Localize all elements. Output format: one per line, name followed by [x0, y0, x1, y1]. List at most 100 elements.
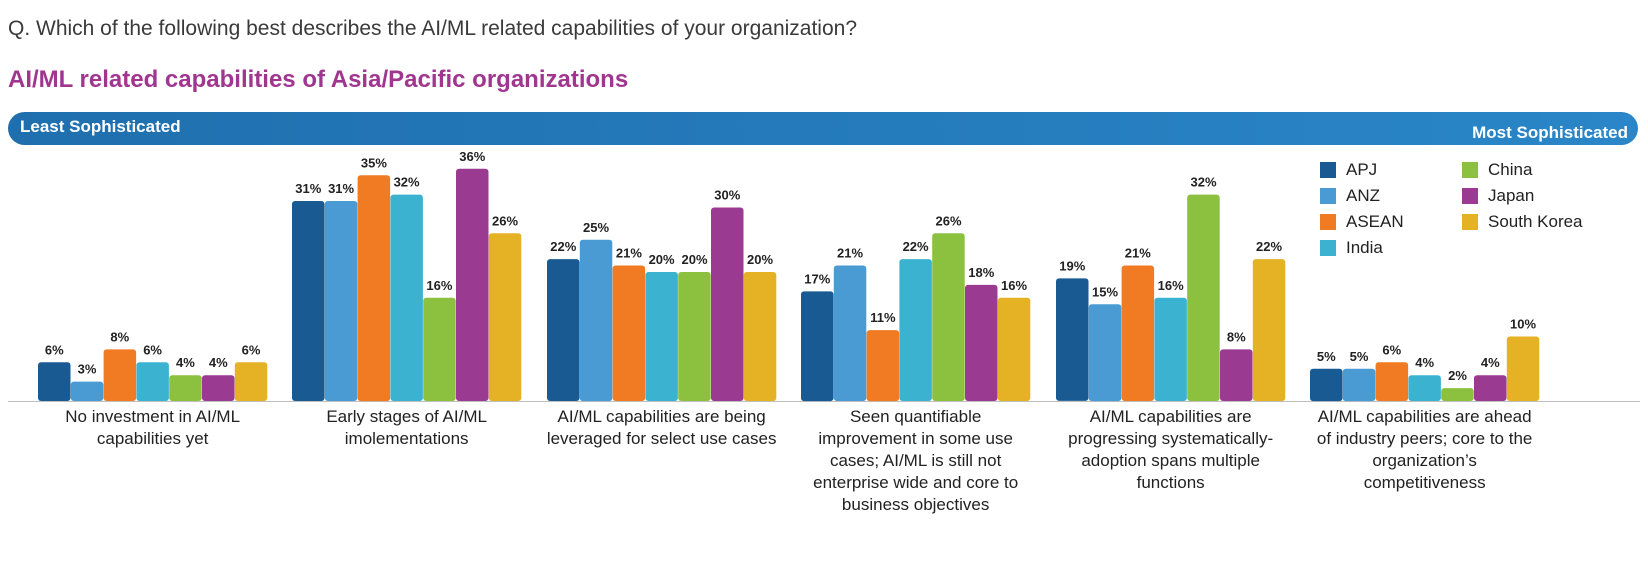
bar-apj-cat-3 — [547, 259, 580, 401]
data-label-china-cat-1: 4% — [176, 355, 195, 370]
data-label-china-cat-4: 26% — [935, 213, 961, 228]
bar-asean-cat-5 — [1121, 265, 1155, 401]
bar-china-cat-2 — [423, 297, 456, 401]
bar-anz-cat-5 — [1088, 304, 1122, 402]
legend-swatch — [1320, 162, 1336, 178]
bar-south-korea-cat-1 — [234, 362, 268, 401]
legend-item-asean: ASEAN — [1320, 212, 1404, 234]
legend-item-india: India — [1320, 238, 1383, 260]
bar-india-cat-1 — [136, 362, 169, 401]
bar-asean-cat-2 — [357, 175, 391, 402]
bar-apj-cat-4 — [801, 291, 834, 402]
legend-item-china: China — [1462, 160, 1532, 182]
data-label-china-cat-2: 16% — [426, 278, 452, 293]
bar-japan-cat-2 — [456, 168, 489, 401]
data-label-apj-cat-6: 5% — [1317, 349, 1336, 364]
category-label-5: AI/ML capabilities are progressing syste… — [1068, 407, 1274, 492]
data-label-anz-cat-5: 15% — [1092, 284, 1118, 299]
legend-item-apj: APJ — [1320, 160, 1377, 182]
data-label-asean-cat-6: 6% — [1382, 342, 1401, 357]
data-label-apj-cat-1: 6% — [45, 342, 64, 357]
bar-south-korea-cat-2 — [488, 233, 522, 401]
data-label-india-cat-5: 16% — [1158, 278, 1184, 293]
data-label-south-korea-cat-2: 26% — [492, 213, 518, 228]
category-label-3: AI/ML capabilities are being leveraged f… — [546, 407, 777, 448]
bar-china-cat-1 — [169, 375, 202, 401]
question-text: Q. Which of the following best describes… — [8, 17, 858, 40]
data-label-anz-cat-1: 3% — [78, 362, 97, 377]
data-label-anz-cat-6: 5% — [1350, 349, 1369, 364]
data-label-india-cat-3: 20% — [649, 252, 675, 267]
bar-south-korea-cat-6 — [1506, 336, 1540, 401]
bar-india-cat-6 — [1408, 375, 1441, 401]
bar-india-cat-3 — [645, 272, 678, 401]
data-label-japan-cat-5: 8% — [1227, 329, 1246, 344]
data-label-asean-cat-5: 21% — [1125, 246, 1151, 261]
data-label-india-cat-6: 4% — [1415, 355, 1434, 370]
sophistication-scale-bar — [8, 112, 1638, 145]
legend-label: ANZ — [1346, 186, 1380, 205]
data-label-japan-cat-3: 30% — [714, 188, 740, 203]
data-label-india-cat-4: 22% — [903, 239, 929, 254]
legend-item-south-korea: South Korea — [1462, 212, 1583, 234]
bar-china-cat-4 — [932, 233, 965, 401]
data-label-asean-cat-4: 11% — [870, 310, 896, 325]
legend-swatch — [1462, 162, 1478, 178]
chart-title: AI/ML related capabilities of Asia/Pacif… — [8, 66, 629, 93]
data-label-japan-cat-6: 4% — [1481, 355, 1500, 370]
data-label-japan-cat-1: 4% — [209, 355, 228, 370]
bar-china-cat-5 — [1187, 194, 1220, 401]
data-label-south-korea-cat-4: 16% — [1001, 278, 1027, 293]
data-label-china-cat-5: 32% — [1190, 175, 1216, 190]
legend-swatch — [1462, 188, 1478, 204]
data-label-asean-cat-2: 35% — [361, 155, 387, 170]
legend-item-japan: Japan — [1462, 186, 1534, 208]
data-label-anz-cat-3: 25% — [583, 220, 609, 235]
bar-south-korea-cat-3 — [743, 272, 777, 401]
bar-india-cat-5 — [1154, 297, 1187, 401]
bar-japan-cat-5 — [1220, 349, 1253, 401]
category-label-6: AI/ML capabilities are ahead of industry… — [1316, 407, 1533, 492]
data-label-japan-cat-2: 36% — [459, 149, 485, 164]
bar-anz-cat-4 — [833, 265, 867, 401]
data-label-asean-cat-3: 21% — [616, 246, 642, 261]
scale-left-label: Least Sophisticated — [20, 117, 181, 136]
bar-anz-cat-6 — [1342, 368, 1376, 402]
bar-anz-cat-1 — [70, 381, 104, 401]
bar-japan-cat-6 — [1474, 375, 1507, 401]
legend-label: Japan — [1488, 186, 1535, 205]
category-label-4: Seen quantifiable improvement in some us… — [813, 407, 1019, 514]
legend-label: South Korea — [1488, 212, 1583, 231]
data-label-asean-cat-1: 8% — [110, 329, 129, 344]
bar-asean-cat-4 — [866, 330, 900, 402]
bar-asean-cat-6 — [1375, 362, 1409, 401]
legend-swatch — [1320, 188, 1336, 204]
legend-swatch — [1320, 214, 1336, 230]
bar-asean-cat-1 — [103, 349, 137, 401]
scale-right-label: Most Sophisticated — [1472, 123, 1628, 142]
data-label-india-cat-2: 32% — [394, 175, 420, 190]
data-label-south-korea-cat-5: 22% — [1256, 239, 1282, 254]
data-label-china-cat-3: 20% — [681, 252, 707, 267]
data-label-anz-cat-4: 21% — [837, 246, 863, 261]
data-label-south-korea-cat-6: 10% — [1510, 317, 1536, 332]
data-label-south-korea-cat-1: 6% — [242, 342, 261, 357]
bar-china-cat-6 — [1441, 388, 1474, 401]
data-label-china-cat-6: 2% — [1448, 368, 1467, 383]
data-label-apj-cat-5: 19% — [1059, 258, 1085, 273]
bar-anz-cat-2 — [324, 201, 358, 401]
bar-asean-cat-3 — [612, 265, 646, 401]
legend-label: APJ — [1346, 160, 1378, 179]
legend-swatch — [1462, 214, 1478, 230]
data-label-apj-cat-2: 31% — [295, 181, 321, 196]
legend-label: ASEAN — [1346, 212, 1404, 231]
bar-south-korea-cat-4 — [997, 297, 1031, 401]
category-label-2: Early stages of AI/ML imolementations — [326, 407, 487, 448]
legend-swatch — [1320, 240, 1336, 256]
bar-japan-cat-4 — [965, 284, 998, 401]
bar-apj-cat-6 — [1310, 368, 1343, 402]
data-label-apj-cat-3: 22% — [550, 239, 576, 254]
data-label-south-korea-cat-3: 20% — [747, 252, 773, 267]
data-label-india-cat-1: 6% — [143, 342, 162, 357]
